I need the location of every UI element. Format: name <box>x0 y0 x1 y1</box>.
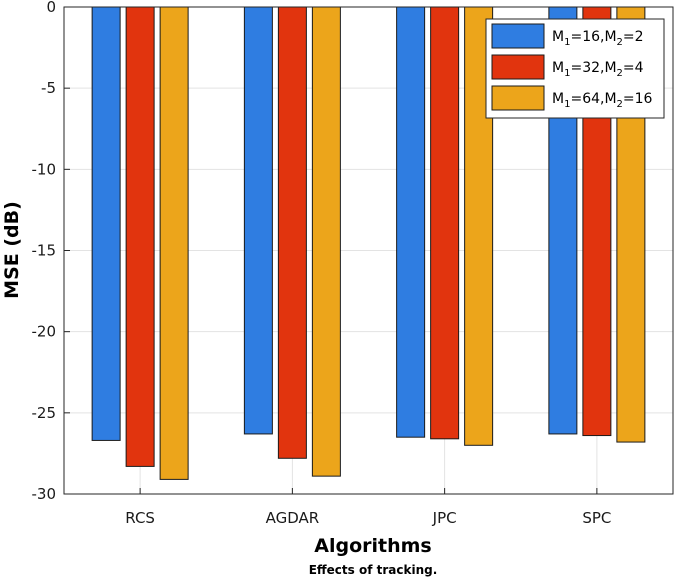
x-tick-label: SPC <box>582 509 611 527</box>
bar-jpc-series-1 <box>396 6 426 438</box>
y-axis-ticks: 0 -5 -10 -15 -20 -25 -30 <box>32 0 70 503</box>
bar-agdar-series-1 <box>243 6 273 435</box>
y-tick-label: -25 <box>32 404 57 422</box>
bar-rcs-series-2 <box>125 6 155 467</box>
legend-swatch <box>491 23 545 49</box>
legend-label: M1=64,M2=16 <box>552 91 653 110</box>
bar-agdar-series-2 <box>277 6 307 459</box>
bar-jpc-series-2 <box>430 6 460 440</box>
y-tick-label: -30 <box>32 485 57 503</box>
legend-label: M1=32,M2=4 <box>552 60 644 79</box>
y-tick-label: -20 <box>32 323 57 341</box>
legend-swatch <box>491 54 545 80</box>
legend-label: M1=16,M2=2 <box>552 29 644 48</box>
y-tick-label: -15 <box>32 242 57 260</box>
y-tick-label: -5 <box>41 79 56 97</box>
figure-caption: Effects of tracking. <box>309 563 438 577</box>
bar-agdar-series-3 <box>311 6 341 477</box>
bar-rcs-series-1 <box>91 6 121 441</box>
bar-group <box>91 6 646 480</box>
y-tick-label: 0 <box>46 0 56 16</box>
legend: M1=16,M2=2 M1=32,M2=4 M1=64,M2=16 <box>485 18 665 119</box>
x-tick-label: RCS <box>125 509 155 527</box>
bar-rcs-series-3 <box>159 6 189 480</box>
x-tick-label: AGDAR <box>266 509 320 527</box>
x-tick-label: JPC <box>432 509 457 527</box>
x-axis-title: Algorithms <box>314 535 431 557</box>
y-tick-label: -10 <box>32 160 57 178</box>
x-axis-ticks: RCS AGDAR JPC SPC <box>125 488 611 527</box>
legend-swatch <box>491 85 545 111</box>
y-axis-title: MSE (dB) <box>1 201 23 299</box>
